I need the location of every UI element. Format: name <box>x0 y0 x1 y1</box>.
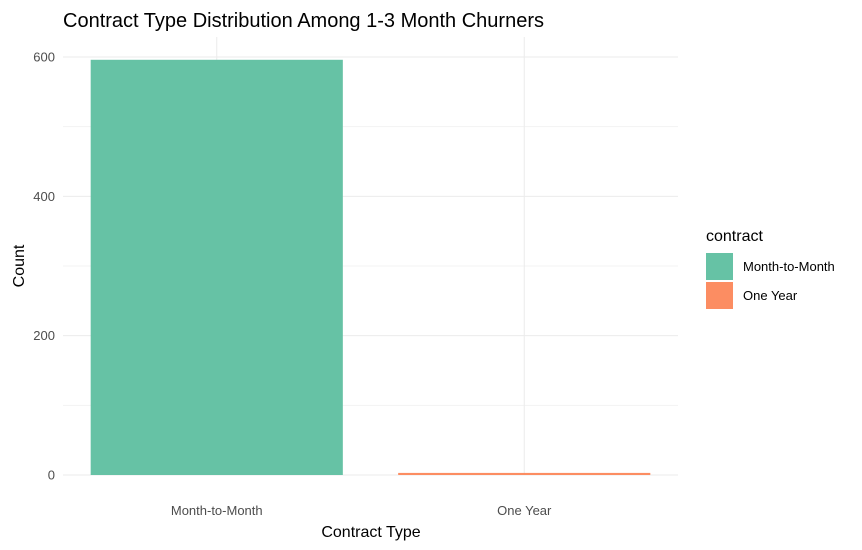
legend-key <box>706 253 733 280</box>
y-tick-label: 400 <box>33 189 55 204</box>
legend-key <box>706 282 733 309</box>
legend: contract Month-to-Month One Year <box>706 228 835 309</box>
x-tick-label: Month-to-Month <box>171 503 263 518</box>
legend-label: One Year <box>743 288 798 303</box>
legend-title: contract <box>706 228 763 245</box>
y-tick-label: 600 <box>33 50 55 65</box>
legend-label: Month-to-Month <box>743 259 835 274</box>
bars <box>90 59 651 475</box>
chart-title: Contract Type Distribution Among 1-3 Mon… <box>63 10 544 32</box>
x-axis-title: Contract Type <box>321 524 420 541</box>
bar-one-year <box>398 472 651 475</box>
y-tick-label: 0 <box>48 468 55 483</box>
y-axis-ticks: 0 200 400 600 <box>33 50 55 483</box>
x-axis-ticks: Month-to-Month One Year <box>171 503 552 518</box>
bar-month-to-month <box>90 59 343 475</box>
y-axis-title: Count <box>11 244 28 287</box>
x-tick-label: One Year <box>497 503 552 518</box>
y-tick-label: 200 <box>33 328 55 343</box>
